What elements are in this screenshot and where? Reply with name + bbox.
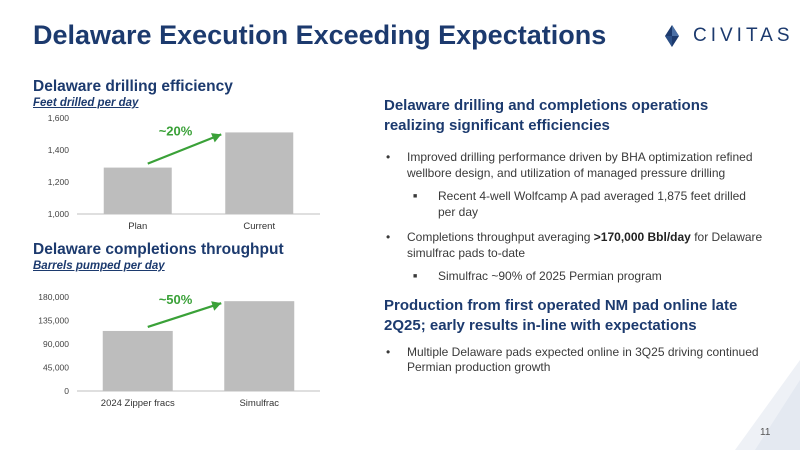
- y-tick-label: 1,200: [48, 177, 70, 187]
- company-logo: CIVITAS: [660, 24, 794, 48]
- bullet-completions-throughput: Completions throughput averaging >170,00…: [384, 230, 764, 261]
- page-title: Delaware Execution Exceeding Expectation…: [33, 20, 607, 50]
- growth-arrowhead: [211, 301, 222, 311]
- y-tick-label: 180,000: [38, 292, 69, 302]
- bullet2-bold-value: >170,000 Bbl/day: [593, 230, 691, 244]
- y-tick-label: 90,000: [43, 339, 69, 349]
- y-tick-label: 135,000: [38, 316, 69, 326]
- sub-bullet-simulfrac: Simulfrac ~90% of 2025 Permian program: [384, 269, 764, 285]
- logo-text: CIVITAS: [693, 25, 794, 46]
- commentary-panel: Delaware drilling and completions operat…: [384, 96, 764, 376]
- bar-simulfrac: [224, 301, 295, 391]
- growth-arrow-line: [147, 133, 222, 165]
- y-tick-label: 0: [64, 386, 69, 396]
- bullet-delaware-pads: Multiple Delaware pads expected online i…: [384, 345, 764, 376]
- growth-annotation: ~20%: [159, 123, 193, 138]
- growth-arrow-line: [147, 302, 222, 328]
- x-category-label: Current: [243, 221, 275, 232]
- completions-chart-subtitle: Barrels pumped per day: [33, 260, 165, 272]
- drilling-efficiency-chart: 1,000 1,200 1,400 1,600 Plan Current ~20%: [48, 113, 320, 232]
- section1-heading: Delaware drilling and completions operat…: [384, 97, 709, 134]
- y-tick-label: 1,600: [48, 113, 70, 123]
- y-tick-label: 1,400: [48, 145, 70, 155]
- x-category-label: Simulfrac: [239, 398, 279, 409]
- section2-heading: Production from first operated NM pad on…: [384, 296, 738, 334]
- decorative-corner-shape: [735, 360, 800, 450]
- bullet2-text-end: for Delaware simulfrac pads to-date: [407, 230, 763, 260]
- bar-2024-zipper-fracs: [102, 330, 173, 391]
- bullet2-text-start: Completions throughput averaging: [407, 230, 594, 244]
- x-category-label: Plan: [128, 221, 147, 232]
- x-category-label: 2024 Zipper fracs: [101, 398, 175, 409]
- drilling-chart-title: Delaware drilling efficiency: [33, 78, 233, 95]
- bar-plan: [103, 167, 172, 214]
- sub-bullet-wolfcamp-pad: Recent 4-well Wolfcamp A pad averaged 1,…: [384, 189, 764, 220]
- civitas-logo-icon: [665, 25, 679, 47]
- drilling-chart-subtitle: Feet drilled per day: [33, 97, 139, 109]
- bullet-drilling-performance: Improved drilling performance driven by …: [384, 150, 764, 181]
- y-tick-label: 1,000: [48, 209, 70, 219]
- growth-annotation: ~50%: [159, 292, 193, 307]
- completions-throughput-chart: 0 45,000 90,000 135,000 180,000 2024 Zipper f…: [38, 292, 320, 409]
- bar-current: [225, 132, 294, 214]
- growth-arrowhead: [211, 133, 222, 143]
- page-number: 11: [760, 427, 771, 438]
- y-tick-label: 45,000: [43, 363, 69, 373]
- completions-chart-title: Delaware completions throughput: [33, 241, 284, 258]
